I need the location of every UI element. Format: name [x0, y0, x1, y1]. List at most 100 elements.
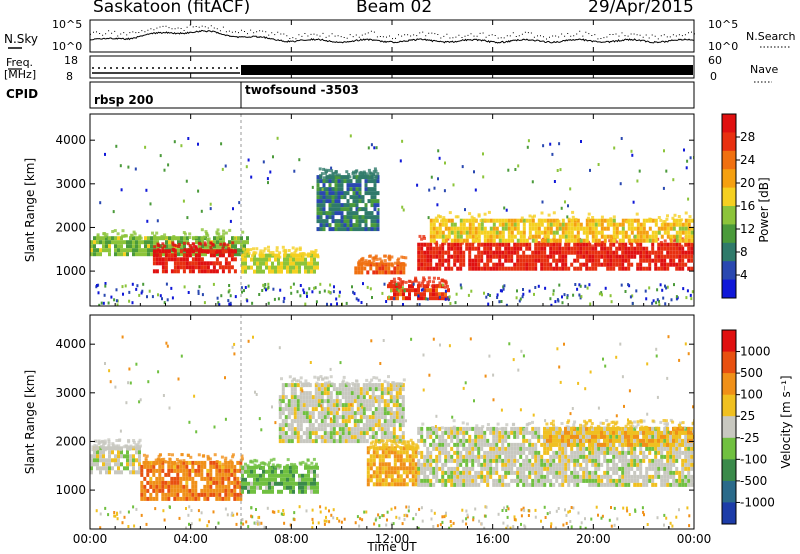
data-cell	[330, 435, 333, 439]
edge-cell	[408, 280, 411, 283]
data-cell	[642, 247, 645, 251]
data-cell	[253, 258, 256, 262]
data-cell	[516, 259, 519, 263]
data-cell	[615, 451, 618, 455]
edge-cell	[157, 458, 160, 461]
data-cell	[552, 259, 555, 263]
data-cell	[537, 455, 540, 459]
data-cell	[648, 259, 651, 263]
edge-cell	[367, 263, 370, 266]
data-cell	[579, 247, 582, 251]
data-cell	[150, 252, 153, 256]
data-cell	[562, 235, 565, 239]
data-cell	[598, 239, 601, 243]
data-cell	[105, 466, 108, 470]
data-cell	[543, 443, 546, 447]
data-cell	[357, 431, 360, 435]
edge-cell	[391, 443, 394, 446]
data-cell	[369, 435, 372, 439]
data-cell	[558, 447, 561, 451]
data-cell	[177, 257, 180, 261]
data-cell	[376, 474, 379, 478]
edge-cell	[352, 172, 355, 175]
data-cell	[586, 239, 589, 243]
data-cell	[365, 227, 368, 231]
speckle-cell	[96, 284, 98, 287]
data-cell	[347, 215, 350, 219]
colorbar-cell	[722, 261, 736, 280]
data-cell	[285, 439, 288, 443]
edge-cell	[455, 215, 458, 218]
edge-cell	[118, 438, 121, 441]
edge-cell	[205, 232, 208, 235]
data-cell	[297, 419, 300, 423]
data-cell	[645, 259, 648, 263]
data-cell	[535, 235, 538, 239]
edge-cell	[241, 231, 244, 234]
speckle-cell	[263, 160, 265, 163]
data-cell	[475, 231, 478, 235]
data-cell	[477, 263, 480, 267]
data-cell	[582, 447, 585, 451]
data-cell	[218, 461, 221, 465]
edge-cell	[227, 247, 230, 250]
data-cell	[435, 455, 438, 459]
speckle-cell	[686, 160, 688, 163]
data-cell	[471, 467, 474, 471]
data-cell	[579, 263, 582, 267]
data-cell	[525, 475, 528, 479]
data-cell	[549, 459, 552, 463]
data-cell	[212, 465, 215, 469]
speckle-cell	[326, 303, 328, 306]
data-cell	[685, 219, 688, 223]
data-cell	[606, 467, 609, 471]
data-cell	[666, 243, 669, 247]
data-cell	[438, 292, 441, 296]
speckle-cell	[297, 290, 299, 293]
data-cell	[374, 191, 377, 195]
data-cell	[219, 249, 222, 253]
speckle-cell	[588, 283, 590, 286]
speckle-cell	[333, 290, 335, 293]
data-cell	[510, 431, 513, 435]
data-cell	[388, 450, 391, 454]
data-cell	[555, 467, 558, 471]
edge-cell	[437, 214, 440, 217]
edge-cell	[436, 284, 439, 287]
data-cell	[459, 455, 462, 459]
data-cell	[317, 199, 320, 203]
data-cell	[347, 191, 350, 195]
data-cell	[457, 227, 460, 231]
data-cell	[384, 419, 387, 423]
data-cell	[639, 255, 642, 259]
data-cell	[681, 263, 684, 267]
data-cell	[574, 235, 577, 239]
data-cell	[640, 227, 643, 231]
data-cell	[495, 479, 498, 483]
data-cell	[288, 411, 291, 415]
data-cell	[591, 459, 594, 463]
data-cell	[429, 483, 432, 487]
data-cell	[624, 255, 627, 259]
data-cell	[465, 467, 468, 471]
speckle-cell	[572, 294, 574, 297]
data-cell	[402, 411, 405, 415]
edge-cell	[226, 243, 229, 246]
speckle-cell	[351, 285, 353, 288]
data-cell	[492, 471, 495, 475]
edge-cell	[389, 439, 392, 442]
data-cell	[309, 395, 312, 399]
edge-cell	[402, 281, 405, 284]
data-cell	[450, 267, 453, 271]
data-cell	[300, 403, 303, 407]
data-cell	[537, 247, 540, 251]
edge-cell	[387, 381, 390, 384]
data-cell	[534, 435, 537, 439]
data-cell	[606, 459, 609, 463]
data-cell	[111, 236, 114, 240]
data-cell	[679, 239, 682, 243]
data-cell	[612, 467, 615, 471]
data-cell	[456, 267, 459, 271]
data-cell	[441, 296, 444, 300]
data-cell	[438, 267, 441, 271]
